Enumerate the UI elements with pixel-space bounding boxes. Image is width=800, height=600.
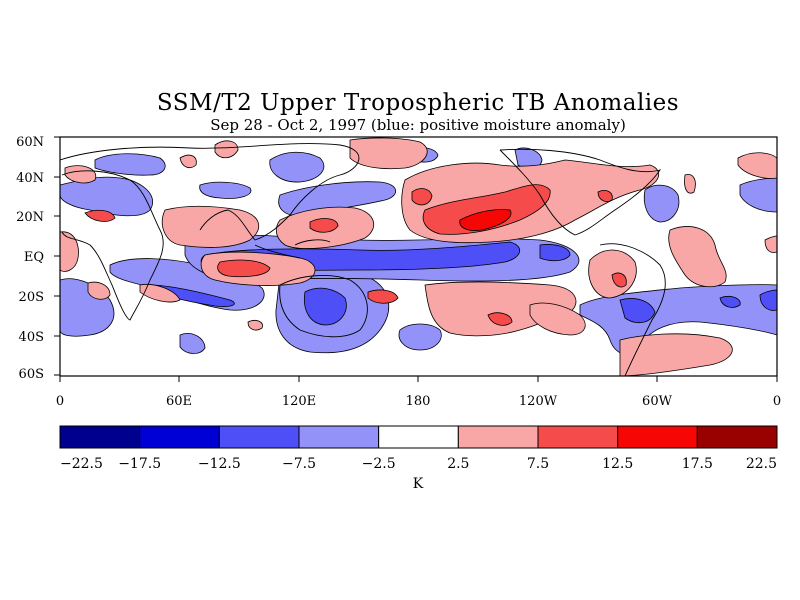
lon-tick-label: 180 [406,394,431,409]
positive-anomaly-region [60,231,79,272]
colorbar-box [218,425,300,449]
positive-anomaly-region [684,173,696,194]
lat-tick-label: 40N [16,171,44,186]
colorbar-box [617,425,698,449]
strong-positive-anomaly-region [422,184,551,235]
negative-anomaly-region [179,333,206,354]
coastline-eurasia [60,143,360,241]
strong-positive-anomaly-region [367,289,399,304]
lat-tick-label: 20S [19,290,44,305]
strong-negative-anomaly-region [303,287,347,326]
coastlines [60,143,666,376]
colorbar-labels: −22.5 −17.5 −12.5 −7.5 −2.5 2.5 7.5 12.5 17.5 22.… [60,456,777,472]
colorbar-box [457,425,539,449]
colorbar-box [298,425,380,449]
lon-tick-label: 60E [166,394,192,409]
lat-tick-label: 40S [19,330,44,345]
positive-anomaly-region [529,302,586,336]
colorbar-box [139,425,220,449]
colorbar-boxes [59,425,778,449]
anomaly-field [60,137,777,376]
colorbar: −22.5 −17.5 −12.5 −7.5 −2.5 2.5 7.5 12.5 17.5 22.… [59,425,778,492]
lat-tick-label: 20N [16,210,44,225]
coastline-indonesia [254,239,331,259]
positive-anomaly-region [64,165,97,184]
colorbar-tick-label: −7.5 [282,456,316,472]
lon-tick-label: 0 [773,394,781,409]
positive-anomaly-region [247,320,263,331]
lat-tick-label: EQ [24,250,44,265]
positive-anomaly-region [214,140,239,159]
colorbar-tick-label: −22.5 [60,456,103,472]
colorbar-box [59,425,141,449]
lon-tick-label: 60W [642,394,673,409]
colorbar-tick-label: 22.5 [746,456,777,472]
negative-anomaly-region [60,176,153,217]
colorbar-tick-label: 12.5 [602,456,633,472]
coastline-south-america [599,243,666,376]
colorbar-box [537,425,619,449]
coastline-north-america [499,148,662,236]
very-strong-positive-anomaly-regions [459,209,512,231]
lat-tick-label: 60S [19,367,44,382]
strong-positive-anomaly-region [411,188,433,206]
strong-positive-anomaly-region [84,209,116,222]
lon-tick-label: 0 [56,394,64,409]
strong-positive-anomaly-region [597,190,613,202]
strong-positive-anomaly-region [611,272,627,288]
lon-tick-label: 120W [519,394,558,409]
strong-negative-anomaly-region [619,298,656,324]
strong-positive-anomaly-region [309,218,339,233]
colorbar-tick-label: 17.5 [682,456,713,472]
strong-positive-anomaly-region [217,259,271,278]
strong-positive-anomaly-region [487,312,513,326]
positive-anomaly-region [619,333,733,376]
latitude-axis: 60N 40N 20N EQ 20S 40S 60S [16,135,60,382]
negative-anomaly-region [269,151,325,183]
negative-anomaly-region [398,323,442,351]
very-strong-positive-anomaly-region [459,209,512,231]
colorbar-unit: K [413,476,424,492]
colorbar-box [378,425,459,449]
positive-anomaly-region [349,137,428,170]
positive-anomaly-region [87,281,111,300]
positive-anomaly-region [161,205,260,248]
lat-tick-label: 60N [16,135,44,150]
colorbar-tick-label: −12.5 [198,456,241,472]
positive-anomaly-region [179,154,197,169]
strong-positive-anomaly-regions [84,184,627,326]
colorbar-tick-label: −2.5 [362,456,396,472]
negative-anomaly-region [643,184,680,223]
map-subtitle: Sep 28 - Oct 2, 1997 (blue: positive moi… [210,116,626,134]
strong-negative-anomaly-region [759,289,777,311]
longitude-axis: 0 60E 120E 180 120W 60W 0 [56,376,781,409]
positive-anomaly-region [139,283,181,303]
colorbar-tick-label: 7.5 [527,456,549,472]
negative-anomaly-region [94,153,166,176]
negative-anomaly-region [739,177,777,213]
lon-tick-label: 120E [282,394,316,409]
coastline-africa [61,170,164,321]
colorbar-box [696,425,778,449]
positive-anomaly-region [588,249,637,299]
map-title: SSM/T2 Upper Tropospheric TB Anomalies [156,90,680,116]
positive-anomaly-region [737,152,777,179]
strong-negative-anomaly-region [539,244,571,262]
colorbar-tick-label: 2.5 [447,456,469,472]
positive-anomaly-region [668,226,727,288]
strong-negative-anomaly-region [719,296,741,308]
negative-anomaly-region [199,181,252,199]
positive-anomaly-region [764,235,777,253]
colorbar-tick-label: −17.5 [118,456,161,472]
coastline-australia [279,275,368,338]
